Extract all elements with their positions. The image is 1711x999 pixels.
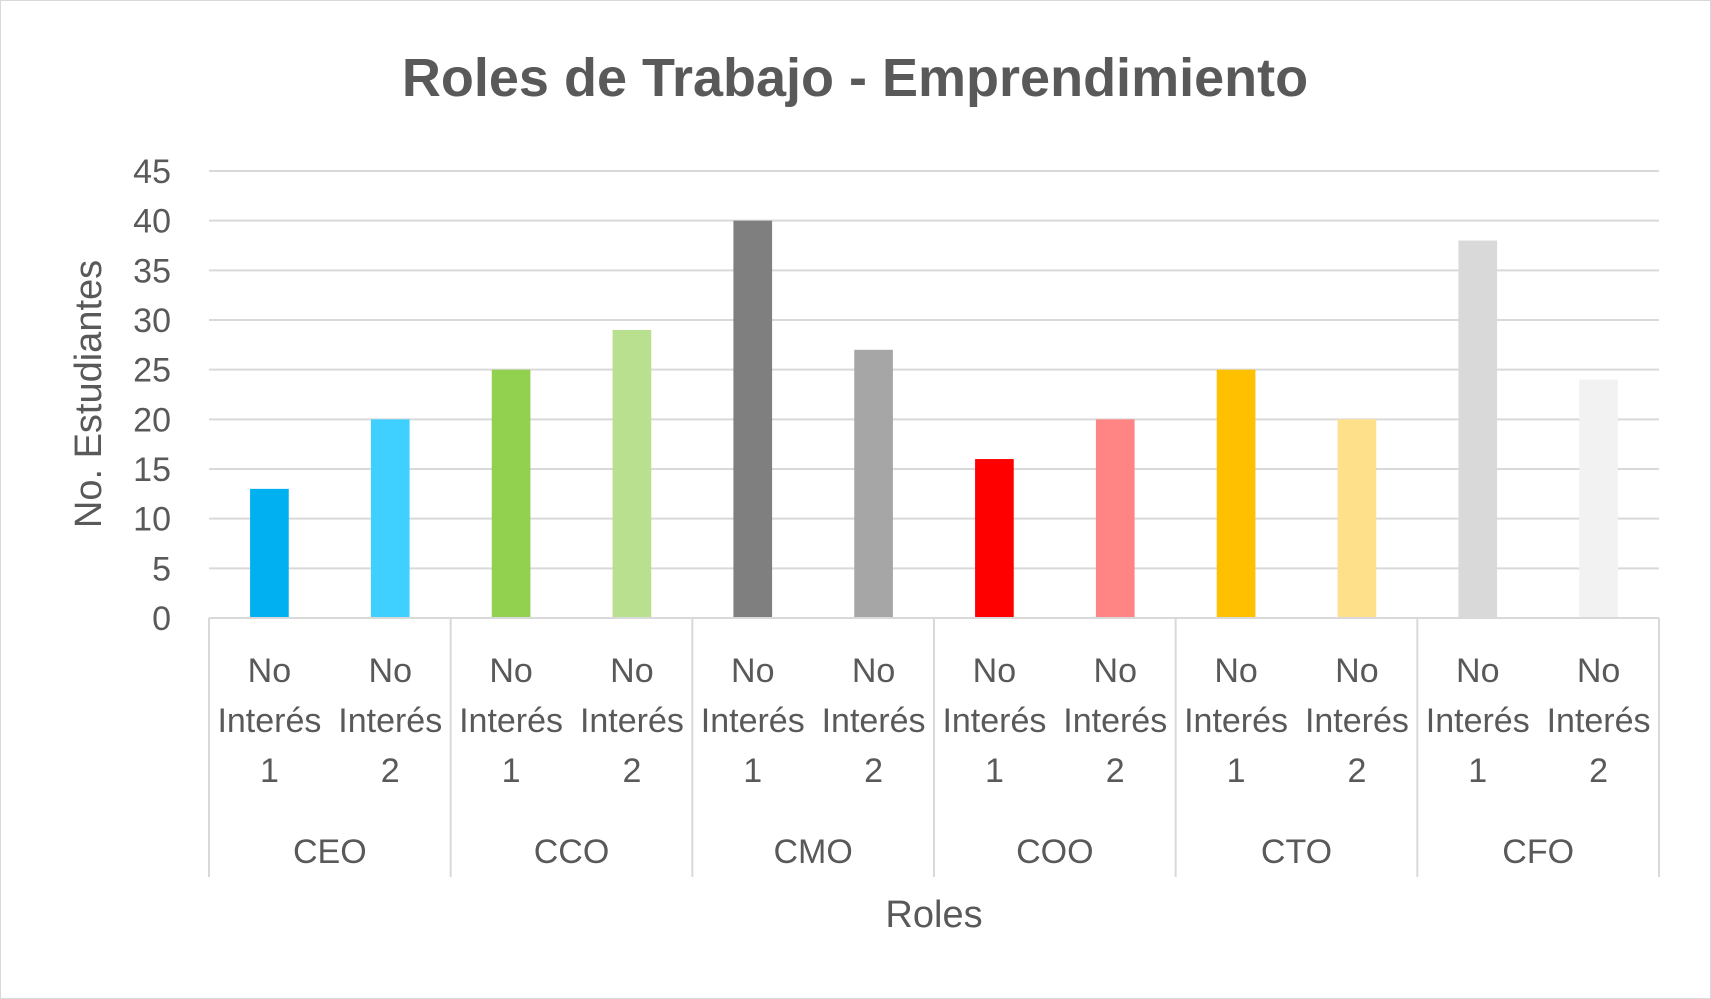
y-tick-label: 10 (133, 501, 171, 539)
x-category-label: 1 (743, 752, 762, 790)
x-category-label: 1 (1227, 752, 1246, 790)
x-category-label: 1 (1468, 752, 1487, 790)
x-category-label: 2 (1347, 752, 1366, 790)
x-category-label: 1 (502, 752, 521, 790)
y-tick-label: 35 (133, 252, 171, 290)
bar (1337, 419, 1377, 618)
y-tick-label: 45 (133, 153, 171, 191)
axes (208, 617, 1660, 877)
x-category-label: 2 (622, 752, 641, 790)
x-category-label: No (248, 652, 291, 690)
x-group-label: CCO (534, 833, 610, 871)
x-category-label: 1 (260, 752, 279, 790)
bars (250, 220, 1618, 619)
x-category-label: 2 (381, 752, 400, 790)
x-category-label: No (973, 652, 1016, 690)
x-category-label: Interés (701, 702, 805, 740)
x-category-label: Interés (1063, 702, 1167, 740)
y-tick-label: 5 (152, 550, 171, 588)
x-category-label: 2 (1589, 752, 1608, 790)
x-category-label: 1 (985, 752, 1004, 790)
gridlines (209, 170, 1659, 570)
x-category-label: Interés (822, 702, 926, 740)
bar (1579, 379, 1618, 618)
y-tick-label: 0 (152, 600, 171, 638)
x-group-label: CEO (293, 833, 367, 871)
bar (491, 369, 531, 618)
x-category-label: No (852, 652, 895, 690)
x-category-label: No (1456, 652, 1499, 690)
x-category-label: Interés (942, 702, 1046, 740)
bar (975, 459, 1014, 618)
bar (250, 488, 289, 618)
chart-title: Roles de Trabajo - Emprendimiento (402, 48, 1308, 108)
x-category-label: No (489, 652, 532, 690)
y-tick-label: 20 (133, 401, 171, 439)
x-category-label: Interés (1184, 702, 1288, 740)
x-category-label: Interés (338, 702, 442, 740)
x-category-label: Interés (217, 702, 321, 740)
x-group-label: CFO (1502, 833, 1574, 871)
x-group-label: COO (1016, 833, 1093, 871)
x-category-label: No (1577, 652, 1620, 690)
x-group-label: CTO (1261, 833, 1332, 871)
y-tick-label: 40 (133, 203, 171, 241)
y-tick-label: 25 (133, 352, 171, 390)
x-category-label: No (731, 652, 774, 690)
bar (1216, 369, 1256, 618)
x-category-label: Interés (459, 702, 563, 740)
bar (1458, 240, 1498, 619)
x-category-label: No (1094, 652, 1137, 690)
bar (733, 220, 773, 618)
x-category-label: Interés (580, 702, 684, 740)
labels: 0 5 10 15 20 25 30 35 40 45 No Interés 1 No Interés 2 CE… (133, 153, 1650, 871)
y-tick-label: 30 (133, 302, 171, 340)
x-category-label: 2 (1106, 752, 1125, 790)
x-category-label: Interés (1547, 702, 1651, 740)
x-category-label: No (1214, 652, 1257, 690)
bar (854, 349, 893, 618)
bar (612, 329, 652, 618)
x-category-label: Interés (1305, 702, 1409, 740)
bar (1095, 419, 1135, 618)
y-axis-title: No. Estudiantes (68, 260, 110, 528)
x-axis-title: Roles (885, 894, 982, 936)
y-tick-label: 15 (133, 451, 171, 489)
x-category-label: No (1335, 652, 1378, 690)
x-category-label: No (369, 652, 412, 690)
x-category-label: No (610, 652, 653, 690)
x-category-label: 2 (864, 752, 883, 790)
bar (370, 419, 410, 618)
x-group-label: CMO (774, 833, 853, 871)
x-category-label: Interés (1426, 702, 1530, 740)
